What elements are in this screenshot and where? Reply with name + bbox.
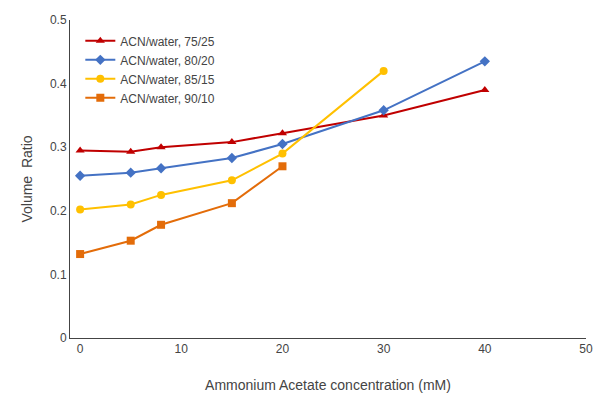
svg-text:Volume Ratio: Volume Ratio <box>19 135 35 222</box>
svg-text:0.5: 0.5 <box>50 13 67 27</box>
svg-text:ACN/water, 80/20: ACN/water, 80/20 <box>120 54 214 68</box>
svg-text:10: 10 <box>175 342 189 356</box>
svg-text:0.1: 0.1 <box>50 268 67 282</box>
svg-text:ACN/water, 90/10: ACN/water, 90/10 <box>120 92 214 106</box>
svg-text:Ammonium Acetate concentration: Ammonium Acetate concentration (mM) <box>205 377 451 393</box>
svg-text:ACN/water, 75/25: ACN/water, 75/25 <box>120 35 214 49</box>
svg-text:0.2: 0.2 <box>50 204 67 218</box>
svg-text:0.4: 0.4 <box>50 77 67 91</box>
svg-text:ACN/water, 85/15: ACN/water, 85/15 <box>120 73 214 87</box>
svg-text:0: 0 <box>77 342 84 356</box>
svg-text:20: 20 <box>276 342 290 356</box>
svg-text:0: 0 <box>60 331 67 345</box>
svg-text:40: 40 <box>478 342 492 356</box>
svg-text:50: 50 <box>579 342 593 356</box>
svg-text:0.3: 0.3 <box>50 140 67 154</box>
svg-text:30: 30 <box>377 342 391 356</box>
